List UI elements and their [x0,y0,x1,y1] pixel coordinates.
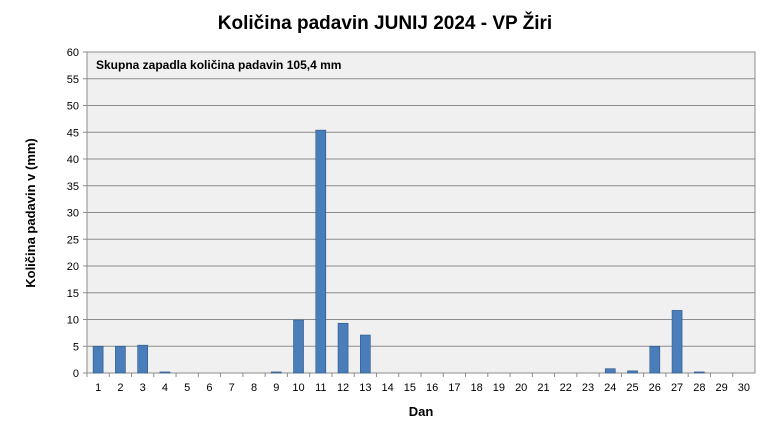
x-tick-labels: 1 2 3 4 5 6 7 8 9 10 11 12 13 14 15 16 17 18 19 20 21 22 23 24 2… [86,373,750,394]
x-tick-label: 13 [359,382,371,394]
x-tick-label: 28 [693,382,705,394]
bar-day-27 [671,310,683,374]
x-tick-label: 9 [273,382,279,394]
x-tick-label: 29 [715,382,727,394]
y-tick-label: 5 [73,341,79,353]
x-tick-label: 17 [448,382,460,394]
x-tick-label: 5 [184,382,190,394]
x-tick-label: 3 [140,382,146,394]
x-tick-label: 30 [738,382,750,394]
y-tick-label: 10 [67,315,79,327]
x-tick-label: 19 [493,382,505,394]
x-tick-label: 10 [292,382,304,394]
y-tick-label: 40 [67,154,79,166]
bar-day-12 [337,322,349,374]
x-tick-label: 24 [604,382,616,394]
chart-title: Količina padavin JUNIJ 2024 - VP Žiri [218,12,552,34]
y-axis-title: Količina padavin v (mm) [23,138,38,288]
y-tick-label: 20 [67,261,79,273]
bar-day-3 [137,344,148,374]
total-annotation: Skupna zapadla količina padavin 105,4 mm [96,58,341,72]
y-tick-label: 50 [67,101,79,113]
x-tick-label: 23 [582,382,594,394]
bar-day-10 [293,319,304,374]
bar-day-9 [270,371,282,374]
bar-day-24 [604,368,616,374]
x-axis-title: Dan [409,404,434,419]
y-tick-label: 45 [67,127,79,139]
x-tick-label: 8 [251,382,257,394]
y-tick-label: 15 [67,288,79,300]
bar-day-2 [115,345,126,374]
x-tick-label: 1 [95,382,101,394]
bar-day-28 [694,371,705,374]
x-tick-label: 27 [671,382,683,394]
x-tick-label: 12 [337,382,349,394]
x-tick-label: 18 [471,382,483,394]
bar-day-4 [159,371,171,374]
y-tick-label: 25 [67,234,79,246]
x-tick-label: 11 [315,382,326,394]
x-tick-label: 15 [404,382,416,394]
y-tick-label: 55 [67,74,79,86]
x-tick-label: 26 [649,382,661,394]
x-tick-label: 21 [537,382,549,394]
x-tick-label: 2 [117,382,123,394]
x-tick-label: 7 [229,382,235,394]
x-tick-label: 6 [206,382,212,394]
x-tick-label: 14 [381,382,393,394]
y-tick-label: 0 [73,368,79,380]
bar-day-11 [315,129,327,374]
bars [92,129,705,374]
bar-day-25 [627,370,638,374]
y-tick-label: 60 [67,47,79,59]
bar-day-1 [92,345,104,374]
y-tick-labels: 0 5 10 15 20 25 30 35 40 45 50 55 60 [67,47,79,380]
x-tick-label: 4 [162,382,168,394]
y-tick-label: 30 [67,208,79,220]
x-tick-label: 16 [426,382,438,394]
y-tick-label: 35 [67,181,79,193]
bar-day-26 [649,345,661,374]
x-tick-label: 20 [515,382,527,394]
bar-day-13 [360,334,371,374]
x-tick-label: 22 [560,382,572,394]
x-tick-label: 25 [626,382,638,394]
